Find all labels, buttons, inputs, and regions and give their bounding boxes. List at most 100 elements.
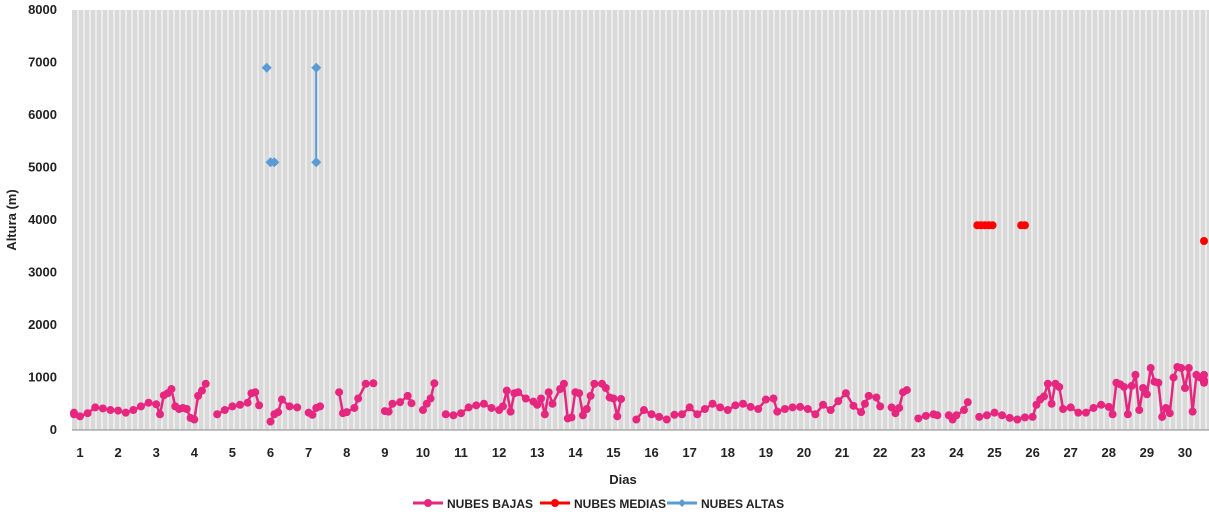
data-point [834, 397, 843, 406]
data-point [982, 411, 991, 420]
data-point [1040, 392, 1049, 401]
data-point [960, 406, 968, 415]
x-tick-label: 8 [343, 445, 350, 460]
data-point [388, 399, 397, 408]
data-point [1059, 405, 1068, 413]
y-tick-label: 8000 [28, 2, 57, 17]
data-point [106, 406, 115, 415]
data-point [963, 398, 972, 407]
data-point [582, 405, 591, 413]
y-tick-label: 3000 [28, 265, 57, 280]
data-point [952, 411, 961, 420]
data-point [1131, 370, 1140, 379]
data-point [167, 385, 176, 394]
data-point [1020, 221, 1029, 230]
data-point [396, 398, 405, 407]
x-tick-label: 30 [1178, 445, 1192, 460]
data-point [857, 408, 866, 417]
data-point [335, 388, 344, 397]
series-nubes-altas [261, 62, 322, 168]
data-point [1074, 408, 1083, 417]
x-tick-label: 18 [721, 445, 735, 460]
x-tick-label: 3 [153, 445, 160, 460]
data-point [220, 406, 229, 415]
data-point [251, 388, 260, 397]
data-point [678, 499, 686, 507]
data-point [723, 406, 732, 415]
data-point [236, 400, 245, 409]
data-point [342, 408, 351, 417]
data-point [887, 403, 896, 412]
legend-item-nubes-medias: NUBES MEDIAS [540, 497, 666, 511]
data-point [228, 402, 237, 411]
data-point [182, 405, 191, 413]
x-axis-title: Dias [609, 472, 636, 487]
data-point [487, 403, 496, 412]
data-point [567, 413, 576, 422]
data-point [403, 391, 412, 400]
data-point [975, 412, 984, 421]
x-tick-label: 6 [267, 445, 274, 460]
x-tick-label: 29 [1140, 445, 1154, 460]
data-point [76, 412, 84, 421]
data-point [1158, 412, 1167, 421]
data-point [537, 394, 546, 403]
data-point [1120, 382, 1129, 391]
data-point [551, 499, 559, 507]
data-point [498, 402, 507, 411]
data-point [1200, 378, 1208, 387]
data-point [586, 391, 595, 400]
data-point [731, 401, 740, 410]
x-tick-label: 9 [381, 445, 388, 460]
data-point [988, 221, 997, 230]
x-tick-label: 28 [1102, 445, 1116, 460]
data-point [533, 400, 542, 409]
legend-label: NUBES BAJAS [447, 497, 533, 511]
x-tick-label: 20 [797, 445, 811, 460]
data-point [803, 405, 812, 413]
data-point [746, 402, 755, 411]
data-point [1154, 378, 1163, 387]
data-point [609, 394, 618, 403]
data-point [578, 411, 587, 420]
data-point [670, 410, 679, 419]
x-tick-label: 24 [949, 445, 964, 460]
data-point [243, 398, 252, 407]
data-point [613, 412, 622, 421]
data-point [285, 402, 294, 411]
data-point [514, 388, 523, 397]
data-point [1200, 370, 1208, 379]
data-point [269, 157, 280, 168]
data-point [841, 389, 850, 398]
data-point [98, 404, 107, 413]
data-point [369, 379, 378, 388]
data-point [152, 400, 161, 409]
x-tick-label: 15 [606, 445, 620, 460]
data-point [407, 399, 416, 408]
data-point [914, 414, 923, 423]
y-tick-label: 7000 [28, 55, 57, 70]
data-point [769, 394, 778, 403]
data-point [316, 402, 325, 411]
data-point [559, 379, 568, 388]
y-tick-label: 1000 [28, 370, 57, 385]
data-point [860, 399, 869, 408]
data-point [502, 386, 511, 395]
data-point [1200, 237, 1208, 245]
data-point [902, 386, 911, 395]
x-tick-label: 22 [873, 445, 887, 460]
data-point [601, 384, 610, 392]
data-point [506, 407, 515, 416]
data-point [540, 410, 549, 419]
data-point [449, 411, 458, 420]
data-point [708, 399, 717, 408]
data-point [136, 402, 145, 411]
x-tick-label: 17 [682, 445, 696, 460]
data-point [293, 403, 302, 412]
data-point [1104, 402, 1113, 411]
data-point [864, 391, 873, 400]
y-tick-label: 4000 [28, 212, 57, 227]
data-point [1169, 373, 1178, 382]
data-point [472, 401, 481, 410]
data-point [773, 407, 782, 416]
